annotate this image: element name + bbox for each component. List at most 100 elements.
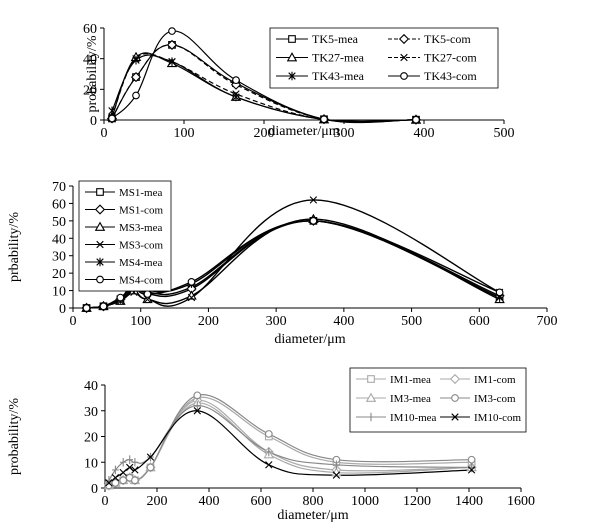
y-tick-label: 10 [84, 456, 98, 471]
legend-label-TK27-mea: TK27-mea [312, 51, 365, 65]
x-axis-label: diameter/μm [268, 124, 339, 139]
point-IM10-com [146, 453, 155, 461]
legend-label-MS3-mea: MS3-mea [119, 222, 163, 234]
legend-marker-MS4-mea [96, 257, 104, 267]
point-IM3-com [467, 455, 476, 464]
point-IM10-com [193, 407, 201, 415]
legend-label-IM10-com: IM10-com [474, 412, 521, 424]
legend-label-IM1-mea: IM1-mea [390, 374, 431, 386]
legend-marker-IM10-mea [367, 412, 375, 422]
x-axis-label: diameter/μm [277, 508, 348, 523]
x-tick-label: 500 [494, 126, 515, 141]
point-IM10-mea [131, 457, 139, 467]
legend: TK5-mea TK5-com TK27-mea TK27-com TK43-mea TK… [269, 27, 499, 89]
legend-label-MS1-com: MS1-com [119, 205, 163, 217]
point-TK43-com [232, 76, 240, 84]
x-tick-label: 0 [70, 314, 77, 329]
y-tick-label: 40 [52, 232, 66, 247]
y-tick-label: 60 [52, 197, 66, 212]
y-axis-label: probability/% [85, 35, 100, 112]
legend-label-MS4-mea: MS4-mea [119, 257, 163, 269]
x-tick-label: 400 [199, 494, 220, 509]
point-IM10-com [111, 474, 120, 482]
legend-label-IM3-com: IM3-com [474, 393, 516, 405]
legend-marker-TK27-com [400, 53, 408, 62]
point-TK43-com [108, 114, 116, 123]
legend-marker-MS4-com [96, 275, 104, 284]
point-IM3-com [111, 479, 120, 487]
legend-marker-MS1-com [94, 204, 106, 215]
legend-label-MS4-com: MS4-com [119, 275, 163, 287]
point-IM10-com [332, 471, 341, 479]
x-tick-label: 800 [303, 494, 324, 509]
y-axis-label: probability/% [7, 398, 22, 475]
legend-marker-IM1-mea [367, 375, 375, 383]
legend-label-TK27-com: TK27-com [424, 51, 477, 65]
legend-marker-IM3-com [451, 394, 459, 402]
y-tick-label: 20 [84, 431, 98, 446]
y-tick-label: 0 [91, 482, 98, 497]
legend-label-IM1-com: IM1-com [474, 374, 516, 386]
x-tick-label: 200 [147, 494, 168, 509]
legend-marker-MS3-mea [94, 221, 106, 231]
point-MS4-com [143, 290, 152, 298]
point-IM10-com [119, 468, 127, 477]
point-TK43-mea [132, 55, 140, 65]
legend-marker-TK43-mea [288, 71, 296, 81]
y-tick-label: 50 [52, 215, 66, 230]
point-IM10-mea [265, 447, 273, 457]
legend-marker-MS3-com [96, 240, 104, 249]
point-IM3-com [146, 463, 155, 472]
chart-1: 0 100 200 300 400 500 0 20 40 60 diameter/μm probab… [83, 22, 515, 141]
legend-marker-TK5-com [398, 33, 410, 45]
y-tick-label: 30 [84, 405, 98, 420]
point-IM3-com [193, 391, 202, 400]
point-MS3-com [309, 196, 318, 204]
legend-marker-TK5-mea [288, 35, 296, 43]
point-IM3-com [131, 476, 139, 485]
point-IM10-com [467, 466, 476, 474]
chart-3: 0 200 400 600 800 1000 1200 1400 1600 0 10 20 30 40 di… [7, 367, 535, 523]
x-tick-label: 600 [251, 494, 272, 509]
legend-label-MS1-mea: MS1-mea [119, 187, 163, 199]
point-TK43-mea [108, 106, 116, 116]
point-TK43-com [132, 91, 140, 100]
legend-marker-TK43-com [400, 72, 408, 80]
y-tick-label: 40 [83, 53, 97, 68]
point-MS4-com [116, 293, 125, 302]
point-IM10-mea [126, 455, 133, 464]
y-tick-label: 20 [52, 267, 66, 282]
x-axis-label: diameter/μm [274, 332, 345, 347]
legend-label-IM10-mea: IM10-mea [390, 412, 437, 424]
legend-marker-IM10-com [451, 413, 459, 421]
x-tick-label: 700 [537, 314, 558, 329]
point-IM3-com [119, 476, 128, 485]
x-tick-label: 400 [333, 314, 354, 329]
point-MS4-com [309, 217, 318, 225]
point-TK5-com [166, 39, 178, 50]
legend-label-MS3-com: MS3-com [119, 240, 163, 252]
y-tick-label: 20 [83, 83, 97, 98]
chart-2: 0 100 200 300 400 500 600 700 0 10 20 30 40 50 60 70 dia… [7, 180, 558, 347]
x-tick-label: 0 [102, 494, 109, 509]
x-tick-label: 200 [198, 314, 219, 329]
legend-label-IM3-mea: IM3-mea [390, 393, 431, 405]
y-tick-label: 10 [52, 285, 66, 300]
point-MS4-com [187, 278, 196, 286]
x-tick-label: 500 [401, 314, 422, 329]
legend-marker-MS1-mea [96, 188, 104, 196]
x-tick-label: 100 [130, 314, 151, 329]
point-IM10-com [126, 463, 134, 472]
x-tick-label: 1400 [455, 494, 483, 509]
y-tick-label: 30 [52, 250, 66, 265]
x-tick-label: 300 [266, 314, 287, 329]
point-MS4-com [495, 288, 504, 297]
point-IM10-mea [112, 465, 119, 475]
legend-box [78, 180, 172, 292]
point-MS4-com [99, 302, 108, 311]
point-IM10-com [131, 466, 139, 474]
point-IM3-com [264, 430, 273, 438]
point-MS4-com [82, 304, 91, 312]
point-IM10-mea [333, 460, 340, 470]
